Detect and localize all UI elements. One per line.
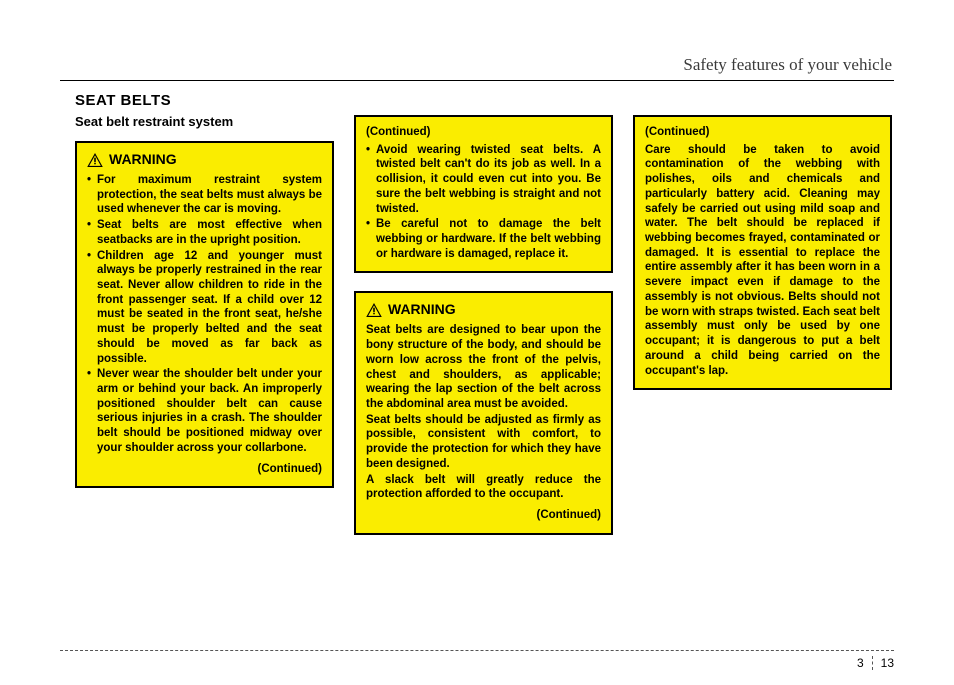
continued-label: (Continued) [366, 125, 601, 140]
warning-paragraph: Seat belts are designed to bear upon the… [366, 323, 601, 411]
header-rule [60, 80, 894, 81]
page-no: 13 [881, 656, 894, 670]
content-columns: WARNING For maximum restraint system pro… [75, 115, 892, 535]
page-separator [872, 656, 873, 670]
warning-heading: WARNING [366, 301, 601, 319]
continued-label: (Continued) [366, 508, 601, 523]
page-number: 3 13 [857, 656, 894, 670]
warning-paragraph: A slack belt will greatly reduce the pro… [366, 473, 601, 502]
warning-paragraph: Care should be taken to avoid contaminat… [645, 143, 880, 379]
column-3: (Continued) Care should be taken to avoi… [633, 115, 892, 535]
column-2: (Continued) Avoid wearing twisted seat b… [354, 115, 613, 535]
warning-paragraph: Seat belts should be adjusted as firmly … [366, 413, 601, 472]
warning-list: Avoid wearing twisted seat belts. A twis… [366, 143, 601, 262]
footer-rule [60, 650, 894, 651]
warning-list: For maximum restraint system protection,… [87, 173, 322, 456]
continued-label: (Continued) [645, 125, 880, 140]
warning-label: WARNING [109, 151, 177, 169]
column-1: WARNING For maximum restraint system pro… [75, 115, 334, 535]
warning-box-4: (Continued) Care should be taken to avoi… [633, 115, 892, 390]
warning-heading: WARNING [87, 151, 322, 169]
chapter-title: Safety features of your vehicle [683, 55, 892, 75]
warning-label: WARNING [388, 301, 456, 319]
warning-box-2: (Continued) Avoid wearing twisted seat b… [354, 115, 613, 273]
list-item: Seat belts are most effective when seatb… [87, 218, 322, 247]
list-item: For maximum restraint system protection,… [87, 173, 322, 217]
list-item: Be careful not to damage the belt webbin… [366, 217, 601, 261]
list-item: Avoid wearing twisted seat belts. A twis… [366, 143, 601, 217]
warning-icon [366, 303, 382, 317]
section-number: 3 [857, 656, 864, 670]
warning-box-3: WARNING Seat belts are designed to bear … [354, 291, 613, 534]
warning-icon [87, 153, 103, 167]
list-item: Children age 12 and younger must always … [87, 249, 322, 367]
continued-label: (Continued) [87, 462, 322, 477]
warning-box-1: WARNING For maximum restraint system pro… [75, 141, 334, 488]
manual-page: Safety features of your vehicle SEAT BEL… [0, 0, 954, 685]
footer: 3 13 [60, 650, 894, 651]
list-item: Never wear the shoulder belt under your … [87, 367, 322, 455]
section-title: SEAT BELTS [75, 92, 171, 109]
